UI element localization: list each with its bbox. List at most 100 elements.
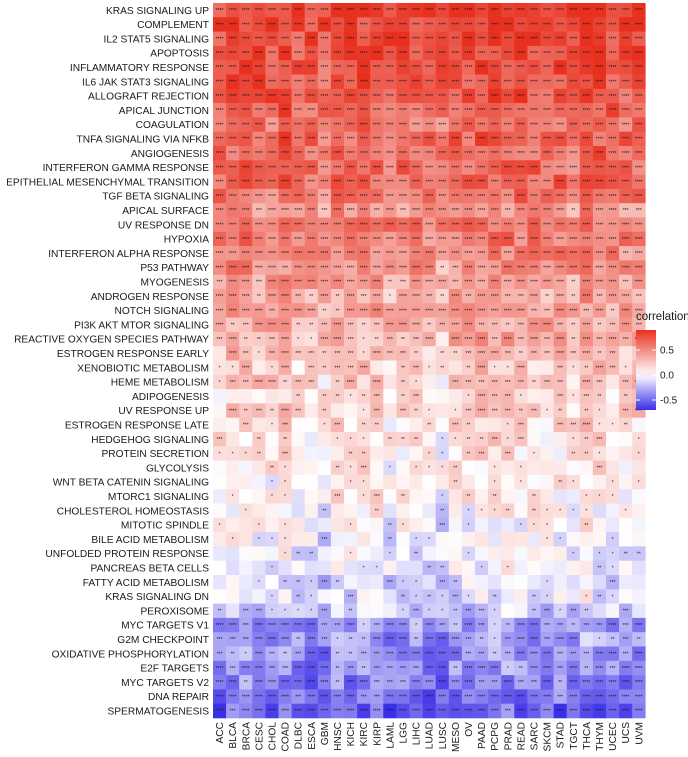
significance-marker: **** [216,709,224,715]
significance-marker: **** [491,22,499,28]
heatmap-cell [265,432,279,447]
heatmap-cell [579,160,594,175]
heatmap-cell [252,88,266,104]
heatmap-cell [383,117,397,132]
heatmap-cell [330,17,345,32]
significance-marker: **** [360,137,368,143]
significance-marker: * [271,566,273,572]
significance-marker: ** [335,308,339,314]
heatmap-cell [540,88,554,104]
significance-marker: **** [334,323,342,329]
significance-marker: **** [504,308,512,314]
heatmap-cell [475,74,489,90]
significance-marker: **** [294,194,302,200]
significance-marker: * [507,423,509,429]
heatmap-cell [514,575,528,590]
significance-marker: **** [268,122,276,128]
heatmap-cell [226,432,240,447]
significance-marker: *** [269,666,275,672]
significance-marker: *** [505,709,511,715]
significance-marker: ** [414,351,418,357]
significance-marker: **** [425,79,433,85]
significance-marker: **** [255,237,263,243]
significance-marker: **** [569,265,577,271]
significance-marker: ** [296,323,300,329]
heatmap-cell [357,589,371,604]
significance-marker: **** [635,194,643,200]
heatmap-cell [579,117,594,132]
heatmap-cell [579,31,594,47]
significance-marker: **** [386,137,394,143]
significance-marker: ** [506,323,510,329]
significance-marker: **** [517,237,525,243]
heatmap-cell [566,403,581,418]
heatmap-cell [226,188,240,204]
heatmap-cell [396,60,410,75]
significance-marker: **** [609,294,617,300]
legend-tick-label: -0.5 [660,396,678,407]
pathway-label: EPITHELIAL MESENCHYMAL TRANSITION [6,177,209,188]
significance-marker: ** [440,508,444,514]
heatmap-cell [317,517,332,533]
significance-marker: **** [465,94,473,100]
pathway-label: ESTROGEN RESPONSE LATE [65,420,209,431]
significance-marker: **** [412,308,420,314]
significance-marker: **** [556,265,564,271]
significance-marker: **** [281,637,289,643]
significance-marker: **** [425,237,433,243]
heatmap-cell [291,188,305,204]
significance-marker: **** [399,65,407,71]
heatmap-cell [475,17,489,32]
significance-marker: **** [596,108,604,114]
significance-marker: **** [216,680,224,686]
significance-marker: **** [320,680,328,686]
significance-marker: *** [243,323,249,329]
heatmap-cell [396,117,410,132]
heatmap-cell [475,117,489,132]
significance-marker: **** [438,251,446,257]
heatmap-cell [304,460,319,476]
heatmap-cell [213,60,227,75]
heatmap-cell [514,560,528,576]
significance-marker: **** [294,222,302,228]
significance-marker: **** [622,680,630,686]
heatmap-cell [461,117,476,132]
significance-marker: **** [320,180,328,186]
significance-marker: *** [282,666,288,672]
significance-marker: **** [229,623,237,629]
cancer-type-label: PRAD [503,722,514,750]
pathway-label: INTERFERON GAMMA RESPONSE [43,163,210,174]
heatmap-cell [252,31,266,47]
heatmap-cell [475,546,489,561]
significance-marker: *** [492,680,498,686]
significance-marker: ** [611,637,615,643]
significance-marker: *** [597,337,603,343]
significance-marker: **** [438,94,446,100]
heatmap-cell [619,446,633,461]
significance-marker: **** [281,365,289,371]
significance-marker: *** [321,623,327,629]
heatmap-cell [278,131,292,147]
heatmap-cell [239,560,253,576]
heatmap-cell [540,160,554,175]
heatmap-cell [461,174,476,190]
significance-marker: **** [242,165,250,171]
significance-marker: **** [307,637,315,643]
significance-marker: **** [412,151,420,157]
significance-marker: **** [582,294,590,300]
significance-marker: ** [532,380,536,386]
heatmap-cell [239,546,253,561]
significance-marker: **** [255,709,263,715]
significance-marker: *** [400,208,406,214]
significance-marker: **** [609,65,617,71]
significance-marker: *** [623,380,629,386]
pathway-label: P53 PATHWAY [140,263,209,274]
significance-marker: **** [478,265,486,271]
significance-marker: **** [596,694,604,700]
heatmap-cell [448,31,463,47]
significance-marker: **** [635,122,643,128]
significance-marker: ** [506,623,510,629]
heatmap-cell [317,460,332,476]
significance-marker: ** [231,323,235,329]
significance-marker: **** [425,180,433,186]
